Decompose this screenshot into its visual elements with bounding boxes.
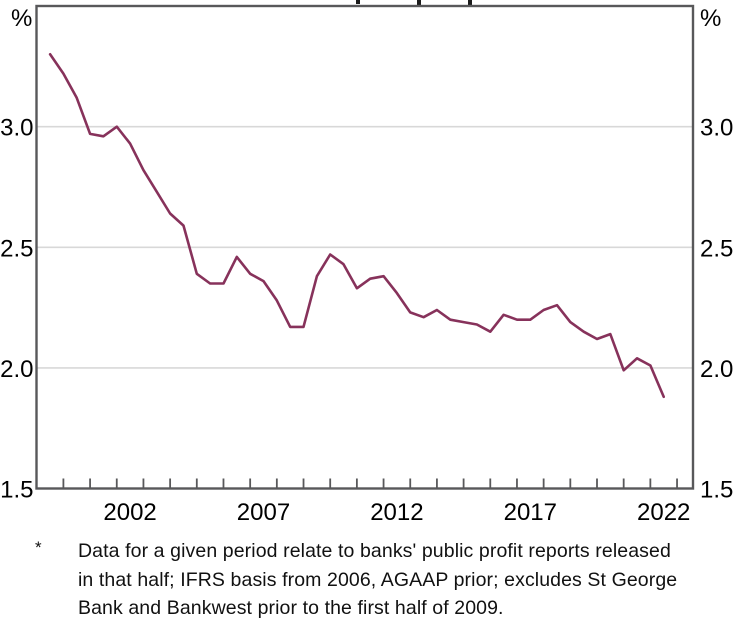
- y-axis-labels-left: 3.0 2.5 2.0 1.5: [0, 115, 33, 504]
- x-axis-label-2012: 2012: [370, 499, 423, 526]
- x-axis-label-2007: 2007: [237, 499, 290, 526]
- net-interest-margin-chart: % % 3.02.52.01.5 3.02.52.01.5 2002 2007 20…: [0, 4, 733, 526]
- y-axis-label-right-3.0: 3.0: [700, 115, 733, 142]
- y-axis-labels-right: 3.0 2.5 2.0 1.5: [700, 115, 733, 504]
- x-axis-year-labels: 2002 2007 2012 2017 2022: [103, 499, 690, 526]
- y-axis-label-left-2.5: 2.5: [0, 235, 33, 262]
- y-axis-label-right-1.5: 1.5: [700, 477, 733, 504]
- footnote-line-2: in that half; IFRS basis from 2006, AGAA…: [78, 568, 678, 591]
- footnote-line-1: Data for a given period relate to banks'…: [78, 540, 671, 562]
- y-axis-unit-left: %: [11, 5, 32, 32]
- x-axis-label-2022: 2022: [637, 499, 690, 526]
- x-axis-label-2017: 2017: [504, 499, 557, 526]
- x-axis-label-2002: 2002: [103, 499, 156, 526]
- x-axis-ticks: [62, 478, 678, 488]
- title-descender-mark: [417, 0, 421, 5]
- series-line-net-interest-margin: [48, 52, 666, 399]
- y-axis-label-left-1.5: 1.5: [0, 477, 33, 504]
- y-axis-label-right-2.0: 2.0: [700, 356, 733, 383]
- title-descender-mark: [356, 0, 360, 4]
- y-axis-label-left-2.0: 2.0: [0, 356, 33, 383]
- y-axis-unit-right: %: [700, 5, 721, 32]
- chart-footnote: * Data for a given period relate to bank…: [35, 537, 715, 619]
- y-axis-label-left-3.0: 3.0: [0, 115, 33, 142]
- footnote-text: Data for a given period relate to banks'…: [78, 537, 677, 619]
- footnote-line-3: Bank and Bankwest prior to the first hal…: [78, 597, 504, 619]
- gridlines: [37, 125, 692, 369]
- plot-frame: [35, 4, 695, 490]
- title-descender-mark: [468, 0, 472, 5]
- y-axis-label-right-2.5: 2.5: [700, 235, 733, 262]
- footnote-marker: *: [35, 538, 42, 557]
